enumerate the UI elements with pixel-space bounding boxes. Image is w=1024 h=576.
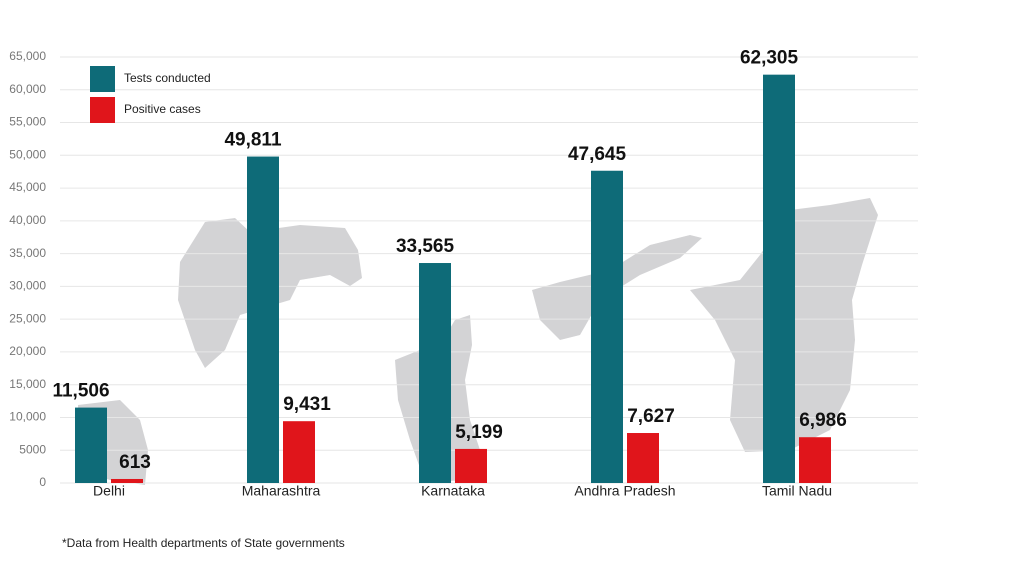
value-label: 33,565 (396, 236, 455, 257)
y-tick-label: 60,000 (9, 82, 46, 96)
legend-label: Positive cases (124, 102, 201, 116)
y-tick-label: 45,000 (9, 180, 46, 194)
x-tick-label: Delhi (93, 483, 125, 499)
x-tick-label: Andhra Pradesh (574, 483, 675, 499)
bar (75, 407, 107, 483)
y-tick-label: 35,000 (9, 246, 46, 260)
legend-label: Tests conducted (124, 71, 211, 85)
legend-swatch (90, 97, 115, 123)
y-tick-label: 15,000 (9, 377, 46, 391)
y-tick-label: 10,000 (9, 410, 46, 424)
x-tick-label: Tamil Nadu (762, 483, 832, 499)
bars: Delhi 11,506 613 Maharashtra 49,811 9,431 Karn… (52, 48, 846, 499)
value-label: 11,506 (52, 381, 109, 402)
value-label: 49,811 (224, 130, 281, 151)
y-tick-label: 0 (39, 475, 46, 489)
y-tick-label: 40,000 (9, 213, 46, 227)
y-tick-label: 50,000 (9, 147, 46, 161)
value-label: 5,199 (455, 422, 503, 443)
y-tick-label: 55,000 (9, 115, 46, 129)
value-label: 62,305 (740, 48, 799, 69)
value-label: 7,627 (627, 406, 675, 427)
bar (591, 170, 623, 483)
x-tick-label: Maharashtra (242, 483, 321, 499)
y-tick-label: 5000 (19, 442, 46, 456)
bar (627, 433, 659, 483)
bar (283, 421, 315, 483)
bar (111, 478, 143, 483)
bar (419, 263, 451, 483)
value-label: 6,986 (799, 410, 847, 431)
bar (247, 156, 279, 483)
legend-swatch (90, 66, 115, 92)
bar (763, 74, 795, 484)
y-tick-label: 25,000 (9, 311, 46, 325)
bar (799, 437, 831, 483)
footnote: *Data from Health departments of State g… (62, 536, 345, 550)
y-tick-label: 30,000 (9, 279, 46, 293)
value-label: 47,645 (568, 144, 627, 165)
y-tick-label: 65,000 (9, 49, 46, 63)
bar (455, 448, 487, 483)
y-tick-label: 20,000 (9, 344, 46, 358)
value-label: 9,431 (283, 394, 331, 415)
x-tick-label: Karnataka (421, 483, 485, 499)
value-label: 613 (119, 452, 151, 473)
